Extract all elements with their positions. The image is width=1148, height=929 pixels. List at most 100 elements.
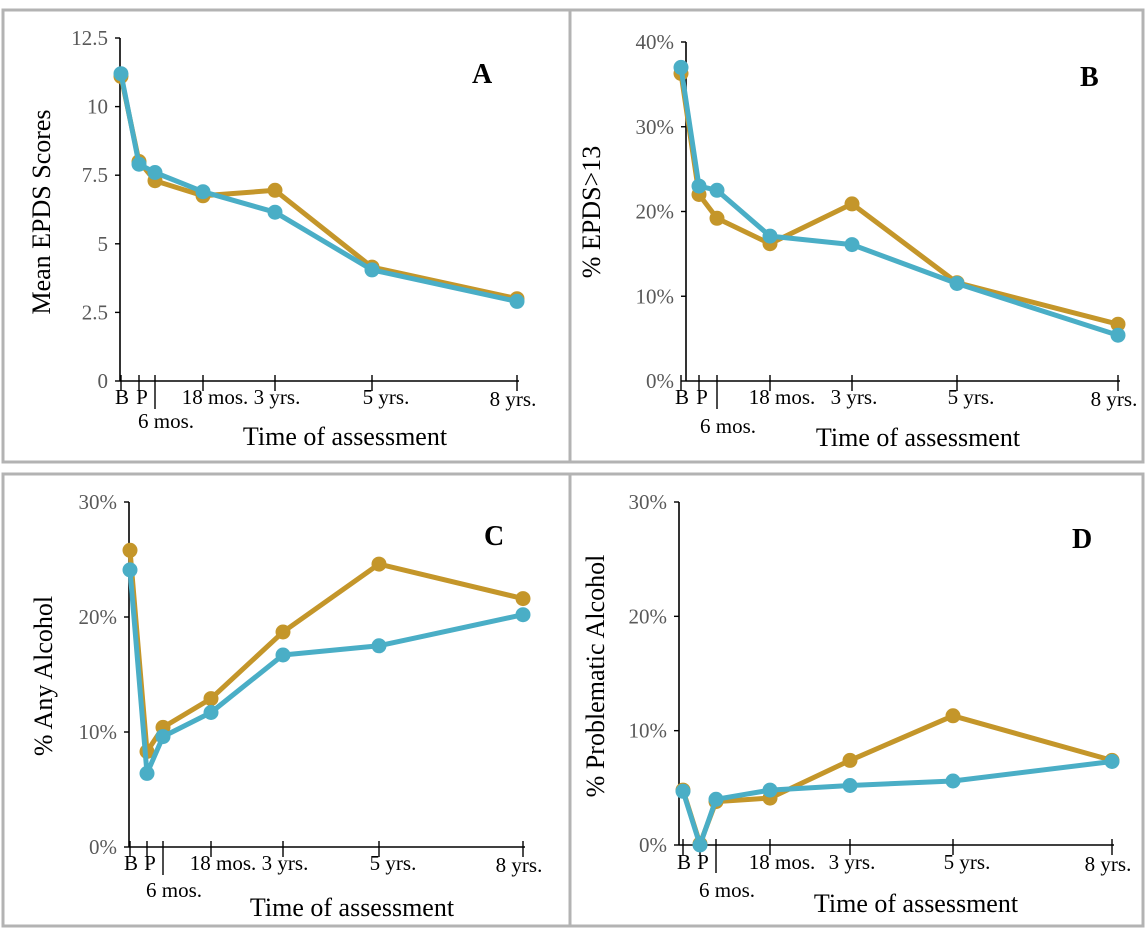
y-tick-label: 10% [79, 720, 118, 744]
data-point [267, 204, 283, 220]
x-tick-label: 8 yrs. [490, 387, 537, 411]
x-axis-title: Time of assessment [243, 422, 448, 451]
panel-frame [1, 8, 578, 464]
x-tick-label: 8 yrs. [1091, 387, 1138, 411]
data-point [1110, 327, 1126, 343]
data-point [139, 765, 155, 781]
data-point [762, 228, 778, 244]
y-axis-title: % Any Alcohol [29, 596, 58, 756]
data-point [371, 638, 387, 654]
panel-c: 0% 10% 20% 30% B P 6 mos. 18 mos. 3 yrs. 5 yrs. 8 … [1, 472, 578, 928]
x-tick-label: 6 mos. [699, 878, 755, 902]
panel-letter: B [1080, 62, 1099, 93]
data-point [673, 59, 689, 75]
x-tick-label: 6 mos. [138, 409, 194, 433]
y-tick-label: 0 [98, 369, 109, 393]
data-point [762, 782, 778, 798]
y-tick-label: 7.5 [82, 163, 108, 187]
y-tick-label: 30% [636, 115, 675, 139]
panel-frame [568, 8, 1145, 464]
data-point [515, 607, 531, 623]
x-tick-label: 3 yrs. [829, 850, 876, 874]
data-point [113, 66, 129, 82]
data-point [509, 293, 525, 309]
x-tick-label: B [115, 385, 129, 409]
x-tick-label: P [696, 385, 708, 409]
data-point [945, 708, 961, 724]
x-tick-label: 18 mos. [749, 385, 816, 409]
x-tick-label: 8 yrs. [496, 853, 543, 877]
data-point [155, 729, 171, 745]
data-point [122, 562, 138, 578]
data-point [203, 691, 219, 707]
data-point [267, 182, 283, 198]
data-point [195, 184, 211, 200]
x-tick-label: 5 yrs. [370, 851, 417, 875]
y-axis-title: Mean EPDS Scores [27, 109, 56, 314]
y-tick-label: 0% [89, 835, 117, 859]
panel-letter: A [472, 59, 493, 90]
data-point [844, 196, 860, 212]
panel-frame [568, 472, 1145, 928]
y-tick-label: 40% [636, 30, 675, 54]
y-tick-label: 10% [629, 719, 668, 743]
x-tick-label: 18 mos. [182, 385, 249, 409]
y-axis-title: % Problematic Alcohol [581, 555, 610, 798]
x-tick-label: B [675, 385, 689, 409]
panel-letter: D [1072, 524, 1092, 555]
x-tick-label: 3 yrs. [831, 385, 878, 409]
panel-letter: C [484, 521, 504, 552]
y-tick-label: 5 [98, 232, 109, 256]
data-point [203, 705, 219, 720]
x-tick-label: B [124, 851, 138, 875]
y-tick-label: 10 [87, 95, 108, 119]
data-point [131, 156, 147, 172]
data-point [709, 210, 725, 226]
data-point [691, 178, 707, 194]
y-tick-label: 20% [79, 605, 118, 629]
panel-frame [1, 472, 578, 928]
x-tick-label: 5 yrs. [363, 385, 410, 409]
x-axis-title: Time of assessment [816, 423, 1021, 452]
data-point [692, 837, 708, 853]
panel-a: 0 2.5 5 7.5 10 12.5 B P6 mos.18 mos. 3 yrs. 5 yrs… [1, 8, 578, 464]
x-tick-label: 8 yrs. [1085, 852, 1132, 876]
data-point [949, 276, 965, 291]
y-tick-label: 2.5 [82, 300, 108, 324]
x-tick-label: P [136, 385, 148, 409]
y-tick-label: 10% [636, 284, 675, 308]
series-teal [675, 754, 1120, 853]
x-axis-title: Time of assessment [814, 889, 1019, 918]
panel-b: 0%10%20%30%40%B P6 mos.18 mos. 3 yrs. 5 yrs… [568, 8, 1145, 464]
x-tick-label: 18 mos. [749, 850, 816, 874]
x-tick-label: B [677, 850, 691, 874]
x-tick-label: 5 yrs. [944, 850, 991, 874]
panel-d: 0% 10% 20% 30% B P 6 mos. 18 mos. 3 yrs. 5 yrs. 8 … [568, 472, 1145, 928]
y-tick-label: 30% [79, 490, 118, 514]
data-point [364, 262, 380, 278]
data-point [147, 165, 163, 180]
data-point [1110, 316, 1126, 332]
x-tick-label: 5 yrs. [948, 385, 995, 409]
data-point [371, 556, 387, 572]
y-tick-label: 12.5 [71, 26, 108, 50]
x-tick-label: P [697, 850, 709, 874]
data-point [709, 182, 725, 198]
data-point [675, 783, 691, 799]
data-point [515, 591, 531, 607]
data-point [275, 647, 291, 663]
x-tick-label: 3 yrs. [254, 385, 301, 409]
series-teal [113, 66, 525, 309]
x-tick-label: 18 mos. [190, 851, 257, 875]
x-tick-label: 3 yrs. [262, 851, 309, 875]
y-tick-label: 20% [636, 200, 675, 224]
data-point [708, 791, 724, 807]
y-tick-label: 0% [646, 369, 674, 393]
data-point [945, 773, 961, 789]
y-tick-label: 20% [629, 604, 668, 628]
data-point [122, 542, 138, 558]
data-point [844, 237, 860, 253]
x-tick-label: 6 mos. [700, 414, 756, 438]
y-tick-label: 30% [629, 490, 668, 514]
